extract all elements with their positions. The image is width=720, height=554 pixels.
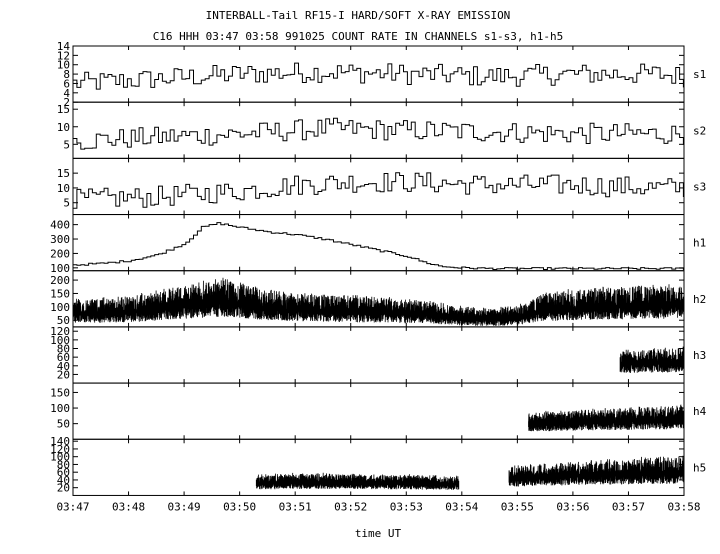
panel-frame-s1 bbox=[72, 45, 685, 103]
panel-frame-h1 bbox=[72, 214, 685, 272]
y-tick-label: 80 bbox=[57, 343, 70, 356]
x-tick-label: 03:57 bbox=[612, 500, 645, 513]
series-line-s1-0 bbox=[73, 62, 684, 90]
y-tick-label: 120 bbox=[50, 443, 70, 456]
series-line-h2-0 bbox=[72, 277, 685, 326]
y-tick-label: 60 bbox=[57, 466, 70, 479]
y-tick-label: 8 bbox=[63, 68, 70, 81]
series-line-s3-0 bbox=[73, 172, 684, 209]
x-tick-label: 03:56 bbox=[556, 500, 589, 513]
y-tick-label: 60 bbox=[57, 351, 70, 364]
y-tick-label: 80 bbox=[57, 458, 70, 471]
x-tick-label: 03:55 bbox=[501, 500, 534, 513]
channel-label-h4: h4 bbox=[693, 405, 707, 418]
channel-label-s2: s2 bbox=[693, 124, 706, 137]
x-tick-label: 03:54 bbox=[445, 500, 478, 513]
x-tick-label: 03:53 bbox=[390, 500, 423, 513]
y-tick-label: 20 bbox=[57, 368, 70, 381]
x-tick-label: 03:52 bbox=[334, 500, 367, 513]
y-tick-label: 14 bbox=[57, 40, 71, 53]
x-axis-label: time UT bbox=[355, 527, 402, 540]
y-tick-label: 100 bbox=[50, 301, 70, 314]
y-tick-label: 300 bbox=[50, 233, 70, 246]
channel-label-h3: h3 bbox=[693, 349, 706, 362]
y-tick-label: 15 bbox=[57, 167, 70, 180]
channel-label-h2: h2 bbox=[693, 293, 706, 306]
y-tick-label: 10 bbox=[57, 182, 70, 195]
y-tick-label: 100 bbox=[50, 262, 70, 275]
y-tick-label: 200 bbox=[50, 274, 70, 287]
y-tick-label: 2 bbox=[63, 96, 70, 109]
series-line-h5-0 bbox=[255, 472, 460, 490]
y-tick-label: 50 bbox=[57, 314, 70, 327]
panels-group: 2468101214s151015s251015s3100200300400h1… bbox=[50, 40, 706, 513]
x-tick-label: 03:47 bbox=[56, 500, 89, 513]
channel-label-h1: h1 bbox=[693, 237, 706, 250]
x-tick-label: 03:58 bbox=[667, 500, 700, 513]
series-line-s2-0 bbox=[73, 117, 684, 150]
panel-frame-s3 bbox=[72, 157, 685, 216]
y-tick-label: 20 bbox=[57, 482, 70, 495]
y-tick-label: 6 bbox=[63, 77, 70, 90]
y-tick-label: 120 bbox=[50, 325, 70, 338]
y-tick-label: 100 bbox=[50, 451, 70, 464]
x-tick-label: 03:48 bbox=[112, 500, 145, 513]
channel-label-s3: s3 bbox=[693, 180, 706, 193]
y-tick-label: 150 bbox=[50, 386, 70, 399]
y-tick-label: 100 bbox=[50, 334, 70, 347]
channel-label-h5: h5 bbox=[693, 461, 706, 474]
chart-title: INTERBALL-Tail RF15-I HARD/SOFT X-RAY EM… bbox=[206, 9, 511, 22]
panel-frame-s2 bbox=[72, 101, 685, 159]
y-tick-label: 40 bbox=[57, 474, 70, 487]
x-tick-label: 03:51 bbox=[279, 500, 312, 513]
x-tick-label: 03:49 bbox=[168, 500, 201, 513]
y-tick-label: 5 bbox=[63, 138, 70, 151]
y-tick-label: 400 bbox=[50, 219, 70, 232]
y-tick-label: 50 bbox=[57, 418, 70, 431]
chart-subtitle: C16 HHH 03:47 03:58 991025 COUNT RATE IN… bbox=[153, 30, 564, 43]
series-line-h4-0 bbox=[528, 404, 685, 432]
y-tick-label: 4 bbox=[63, 87, 70, 100]
series-line-h3-0 bbox=[619, 346, 685, 374]
y-tick-label: 10 bbox=[57, 59, 70, 72]
y-tick-label: 100 bbox=[50, 402, 70, 415]
series-line-h5-1 bbox=[508, 455, 685, 487]
panel-frame-h4 bbox=[72, 382, 685, 440]
channel-label-s1: s1 bbox=[693, 68, 706, 81]
y-tick-label: 40 bbox=[57, 360, 70, 373]
panel-frame-h3 bbox=[72, 326, 685, 384]
y-tick-label: 12 bbox=[57, 49, 70, 62]
y-tick-label: 140 bbox=[50, 435, 70, 448]
y-tick-label: 5 bbox=[63, 197, 70, 210]
y-tick-label: 150 bbox=[50, 287, 70, 300]
y-tick-label: 15 bbox=[57, 103, 70, 116]
x-tick-label: 03:50 bbox=[223, 500, 256, 513]
y-tick-label: 10 bbox=[57, 121, 70, 134]
y-tick-label: 200 bbox=[50, 247, 70, 260]
series-line-h1-0 bbox=[73, 222, 684, 270]
